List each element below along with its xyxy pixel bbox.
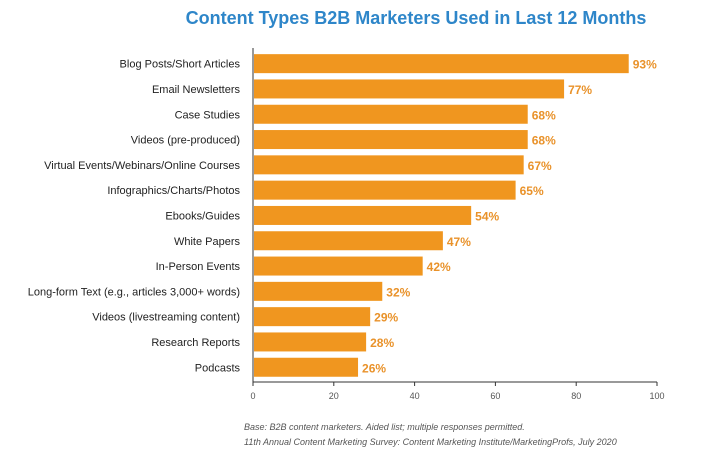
- x-tick-label: 40: [410, 391, 420, 401]
- category-label: Long-form Text (e.g., articles 3,000+ wo…: [28, 286, 240, 298]
- bar: [254, 307, 371, 327]
- bar: [254, 130, 528, 150]
- category-label: Research Reports: [151, 337, 240, 349]
- category-label: Videos (pre-produced): [131, 135, 240, 147]
- bar: [254, 205, 472, 225]
- bar: [254, 79, 565, 99]
- bar: [254, 281, 383, 301]
- bar: [254, 231, 443, 251]
- value-label: 65%: [520, 184, 544, 198]
- value-label: 68%: [532, 108, 556, 122]
- category-label: White Papers: [174, 236, 241, 248]
- x-tick-label: 0: [250, 391, 255, 401]
- x-tick-label: 80: [571, 391, 581, 401]
- value-label: 28%: [370, 336, 394, 350]
- category-label: Ebooks/Guides: [165, 210, 240, 222]
- bar: [254, 357, 359, 377]
- bar: [254, 155, 524, 175]
- footnote-source: 11th Annual Content Marketing Survey: Co…: [244, 437, 617, 447]
- category-label: In-Person Events: [156, 261, 241, 273]
- value-label: 67%: [528, 159, 552, 173]
- bar: [254, 54, 629, 74]
- category-label: Videos (livestreaming content): [92, 312, 240, 324]
- value-label: 26%: [362, 361, 386, 375]
- chart-title: Content Types B2B Marketers Used in Last…: [185, 8, 647, 28]
- x-tick-label: 100: [649, 391, 664, 401]
- bar: [254, 104, 528, 124]
- category-label: Blog Posts/Short Articles: [120, 59, 241, 71]
- value-label: 47%: [447, 235, 471, 249]
- value-label: 42%: [427, 260, 451, 274]
- category-label: Infographics/Charts/Photos: [107, 185, 240, 197]
- category-label: Podcasts: [195, 362, 241, 374]
- category-label: Email Newsletters: [152, 84, 241, 96]
- value-label: 68%: [532, 134, 556, 148]
- footnote-base: Base: B2B content marketers. Aided list;…: [244, 422, 525, 432]
- value-label: 29%: [374, 311, 398, 325]
- x-tick-label: 60: [490, 391, 500, 401]
- bar: [254, 256, 423, 276]
- value-label: 54%: [475, 209, 499, 223]
- value-label: 93%: [633, 58, 657, 72]
- category-label: Case Studies: [175, 109, 241, 121]
- bar: [254, 180, 516, 200]
- category-label: Virtual Events/Webinars/Online Courses: [44, 160, 240, 172]
- bar: [254, 332, 367, 352]
- value-label: 32%: [386, 285, 410, 299]
- value-label: 77%: [568, 83, 592, 97]
- x-tick-label: 20: [329, 391, 339, 401]
